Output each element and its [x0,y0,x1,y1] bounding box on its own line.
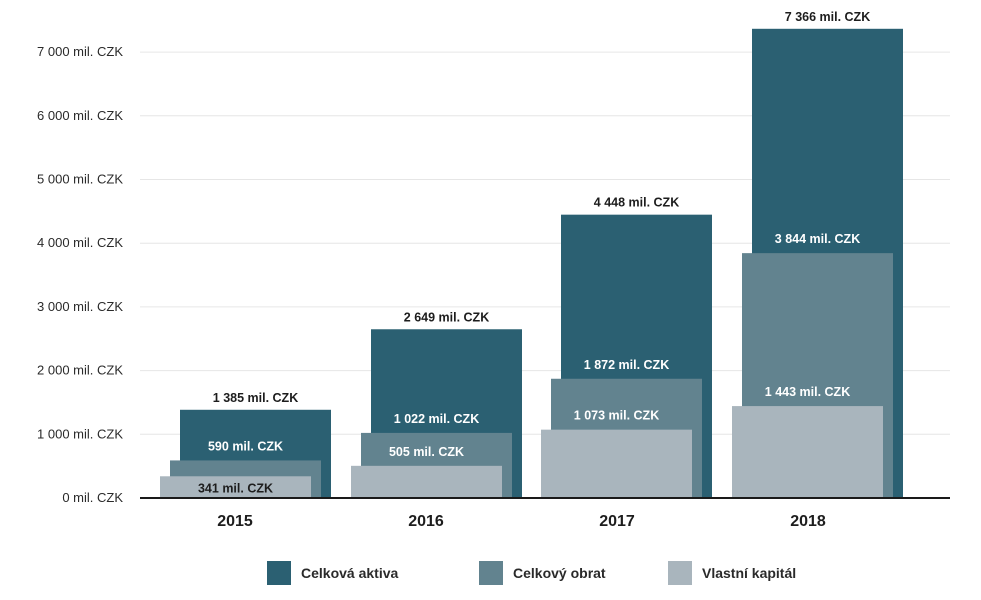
grid-lines [140,51,950,435]
legend: Celková aktiva Celkový obrat Vlastní kap… [0,560,981,590]
bar-vlastni-kapital [160,476,311,498]
legend-item-celkova-aktiva: Celková aktiva [267,560,398,586]
x-axis-labels: 2015 2016 2017 2018 [217,513,826,530]
value-label: 341 mil. CZK [198,481,273,495]
value-label: 4 448 mil. CZK [594,196,679,210]
value-labels: 1 385 mil. CZK 590 mil. CZK 341 mil. CZK 2 … [198,10,870,495]
value-label: 1 385 mil. CZK [213,391,298,405]
value-label: 590 mil. CZK [208,439,283,453]
bar-chart: 0 mil. CZK 1 000 mil. CZK 2 000 mil. CZK 3 … [37,10,950,530]
value-label: 2 649 mil. CZK [404,310,489,324]
value-label: 1 073 mil. CZK [574,409,659,423]
value-label: 3 844 mil. CZK [775,232,860,246]
legend-label: Vlastní kapitál [702,565,797,581]
value-label: 505 mil. CZK [389,445,464,459]
value-label: 1 022 mil. CZK [394,412,479,426]
y-tick-label: 5 000 mil. CZK [37,172,123,187]
y-tick-label: 3 000 mil. CZK [37,299,123,314]
legend-swatch [479,561,503,585]
x-tick-label: 2015 [217,513,253,530]
legend-swatch [267,561,291,585]
value-label: 1 443 mil. CZK [765,385,850,399]
value-label: 7 366 mil. CZK [785,10,870,24]
bars [160,28,903,498]
x-tick-label: 2016 [408,513,444,530]
bar-vlastni-kapital [732,406,883,498]
y-tick-label: 6 000 mil. CZK [37,108,123,123]
legend-label: Celková aktiva [301,565,399,581]
bar-vlastni-kapital [541,429,692,498]
legend-label: Celkový obrat [513,565,606,581]
y-tick-label: 1 000 mil. CZK [37,426,123,441]
x-tick-label: 2018 [790,513,826,530]
y-tick-label: 7 000 mil. CZK [37,44,123,59]
legend-item-vlastni-kapital: Vlastní kapitál [668,560,796,586]
y-axis-ticks: 0 mil. CZK 1 000 mil. CZK 2 000 mil. CZK 3 … [37,44,123,505]
legend-item-celkovy-obrat: Celkový obrat [479,560,606,586]
x-tick-label: 2017 [599,513,635,530]
bar-vlastni-kapital [351,465,502,498]
y-tick-label: 0 mil. CZK [62,490,123,505]
legend-swatch [668,561,692,585]
y-tick-label: 4 000 mil. CZK [37,235,123,250]
y-tick-label: 2 000 mil. CZK [37,363,123,378]
value-label: 1 872 mil. CZK [584,358,669,372]
